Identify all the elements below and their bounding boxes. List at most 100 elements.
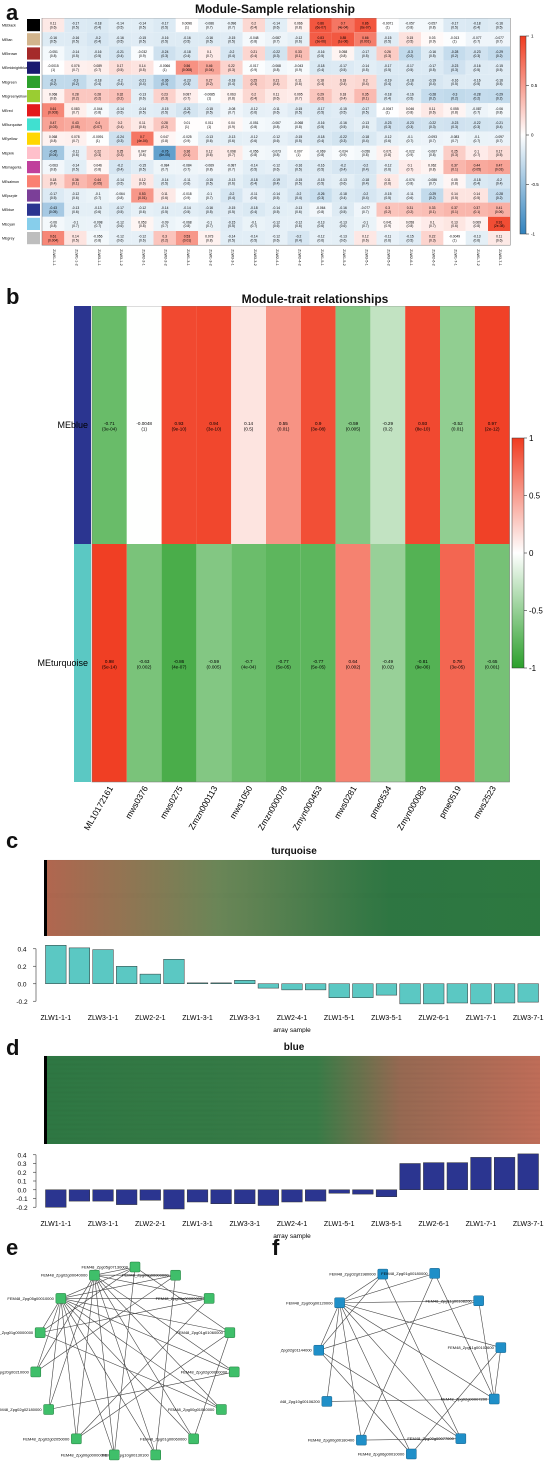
network-edge [155,1275,176,1455]
gene-node-label: FEM48_Zpg00g00000000 [61,1452,108,1457]
cell-label: 0.12 (0.6) [206,149,213,157]
cell-label: 0.14 (0.5) [139,64,146,72]
bar [234,980,256,984]
heatmap-cell [287,188,310,203]
y-tick-label: 0.0 [17,1187,26,1194]
heatmap-cell [465,216,488,231]
network-edge [40,1298,210,1333]
bar [163,1189,185,1210]
heatmap-cell [175,216,199,231]
cell-label: -0.2 (0.4) [117,164,124,172]
cell-label: -0.13 (0.6) [139,93,147,101]
x-tick-label: ZLW1-7-1 [466,1015,497,1022]
heatmap-cell [287,145,310,160]
heatmap-cell [161,544,197,782]
network-edge [39,1266,136,1333]
heatmap-cell [92,544,127,782]
cell-label: -0.15 (0.5) [339,107,347,115]
gene-node [109,1449,120,1461]
heatmap-cell [108,160,132,175]
gene-node-label: FEM48_Zpg02g00000000 [181,1369,228,1374]
expression-heatmap [44,1056,540,1144]
heatmap-cell [126,544,162,782]
heatmap-cell [331,131,355,146]
cell-label: -0.12 (0.6) [317,235,325,243]
heatmap-cell [309,18,332,33]
gene-node [216,1404,227,1415]
heatmap-cell [64,202,87,217]
cell-label: 0.25 (0.3) [451,149,458,157]
heatmap-cell [443,103,466,118]
heatmap-cell [440,306,475,544]
y-tick-label: 0.2 [17,964,26,971]
heatmap-cell [376,117,399,132]
heatmap-cell [265,60,288,75]
cell-label: -0.43 (0.05) [49,206,58,214]
cell-label: -0.13 (0.6) [94,206,102,214]
cell-label: -0.11 (0.6) [406,192,413,200]
cell-label: 0.94 (3e-10) [206,421,221,431]
cell-label: -0.15 (0.5) [384,36,392,44]
heatmap-left-edge [44,860,47,936]
cell-label: -0.1 (0.7) [72,220,79,228]
cell-label: -0.23 (0.3) [183,78,191,86]
heatmap-cell [465,103,488,118]
heatmap-cell [42,103,65,118]
heatmap-cell [354,202,377,217]
heatmap-cell [242,188,265,203]
cell-label: 0.12 (0.6) [362,235,369,243]
heatmap-cell [242,103,265,118]
cell-label: 0.087 (0.7) [183,93,191,101]
cell-label: -0.13 (0.6) [339,220,347,228]
cell-label: -0.043 (0.9) [294,64,304,72]
heatmap-cell [220,188,243,203]
cell-label: -0.12 (0.6) [295,220,303,228]
heatmap-cell [131,202,154,217]
cell-label: -0.067 (0.8) [428,149,438,157]
heatmap-cell [108,74,132,89]
heatmap-cell [153,131,176,146]
heatmap-cell [309,60,332,75]
network-edge [411,1347,502,1455]
heatmap-cell [198,202,221,217]
module-color-swatch [27,118,40,131]
cell-label: 0.062 (0.8) [428,164,436,172]
heatmap-cell [370,544,406,782]
cell-label: 0.14 (0.5) [244,421,254,431]
heatmap-cell [64,46,87,61]
heatmap-cell [108,60,132,75]
heatmap-cell [287,216,310,231]
heatmap-cell [398,74,422,89]
cell-label: 0.2 (0.4) [250,93,257,101]
cell-label: -0.22 (0.3) [339,135,347,143]
heatmap-cell [376,74,399,89]
heatmap-cell [86,46,109,61]
cell-label: 0.13 (0.6) [451,220,458,228]
network-edge [94,1274,235,1373]
cell-label: -0.29 (0.2) [383,421,394,431]
heatmap-cell [265,174,288,189]
cell-label: -0.064 (0.8) [115,192,125,200]
cell-label: 0.86 (6e-07) [315,22,326,30]
heatmap-cell [287,202,310,217]
cell-label: -0.13 (0.6) [473,235,481,243]
heatmap-cell [376,60,399,75]
heatmap-cell [421,103,444,118]
heatmap-cell [309,117,332,132]
heatmap-cell [153,89,176,104]
heatmap-cell [287,74,310,89]
network-edge [339,1302,412,1455]
gene-node [356,1434,367,1446]
network-edge [493,1347,502,1400]
heatmap-cell [175,131,199,146]
heatmap-cell [153,46,176,61]
heatmap-cell [92,306,127,544]
gene-node-label: FEM48_Zpg02g00040000 [41,1273,88,1278]
cell-label: -0.2 (0.4) [295,192,302,200]
gene-node-label: FEM48_Zpg00g00120000 [286,1300,333,1305]
cell-label: -0.034 (0.9) [338,149,348,157]
cell-label: -0.12 (0.6) [384,164,392,172]
cell-label: -0.15 (0.5) [139,164,147,172]
cell-label: 0.22 (0.3) [429,235,436,243]
cell-label: -0.12 (0.6) [250,107,258,115]
